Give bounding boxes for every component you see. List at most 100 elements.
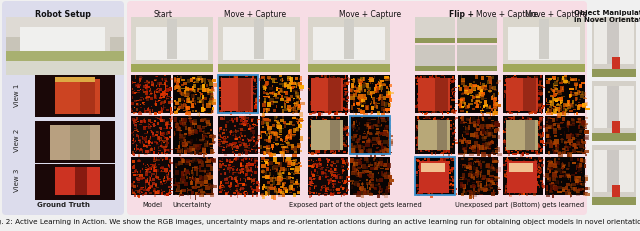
Bar	[367, 175, 372, 176]
Bar	[463, 147, 467, 152]
Bar	[465, 191, 467, 195]
Bar	[482, 175, 486, 179]
Bar	[362, 164, 366, 169]
Bar	[258, 141, 259, 142]
Bar	[479, 93, 483, 96]
Bar	[420, 151, 422, 152]
Bar	[567, 103, 569, 106]
Bar	[293, 117, 296, 118]
Bar	[154, 147, 155, 150]
Bar	[530, 130, 531, 132]
Bar	[430, 91, 432, 93]
Bar	[423, 76, 426, 79]
Bar	[578, 188, 579, 192]
Bar	[234, 159, 237, 161]
Bar	[431, 188, 433, 191]
Bar	[468, 126, 470, 130]
Bar	[319, 161, 321, 163]
Bar	[342, 161, 346, 164]
Bar	[281, 153, 285, 157]
Bar	[222, 184, 223, 186]
Bar	[309, 178, 312, 180]
Bar	[553, 94, 556, 97]
Bar	[285, 150, 287, 152]
Bar	[492, 168, 495, 171]
Bar	[488, 118, 491, 119]
Bar	[342, 78, 345, 81]
Bar	[426, 85, 427, 86]
Bar	[364, 83, 366, 85]
Bar	[269, 99, 270, 103]
Bar	[236, 181, 239, 183]
Bar	[530, 102, 533, 105]
Bar	[235, 179, 237, 182]
Bar	[380, 95, 383, 99]
Bar	[143, 86, 147, 89]
Bar	[161, 94, 164, 95]
Bar	[291, 108, 294, 109]
Bar	[368, 90, 370, 91]
Bar	[262, 185, 265, 188]
Bar	[486, 178, 490, 182]
Bar	[521, 85, 524, 88]
Bar	[163, 149, 165, 151]
Bar	[241, 90, 243, 92]
Bar	[255, 105, 257, 106]
Bar	[551, 182, 554, 185]
Bar	[251, 170, 252, 172]
Bar	[206, 161, 211, 163]
Bar	[266, 146, 269, 150]
Bar	[429, 183, 431, 186]
Bar	[437, 78, 440, 81]
Bar	[465, 91, 467, 95]
Bar	[511, 177, 514, 179]
Bar	[314, 145, 316, 148]
Bar	[333, 140, 334, 143]
Bar	[490, 113, 493, 116]
Bar	[332, 153, 335, 155]
Bar	[557, 127, 561, 131]
Bar	[534, 189, 537, 191]
Bar	[464, 178, 467, 181]
Bar	[447, 149, 450, 151]
Bar	[153, 161, 156, 162]
Bar	[151, 176, 152, 177]
Bar	[202, 99, 203, 101]
Bar	[152, 178, 155, 181]
Bar	[573, 143, 575, 147]
Bar	[454, 108, 456, 109]
Bar	[536, 153, 540, 155]
Bar	[286, 98, 290, 102]
Bar	[296, 128, 297, 132]
Bar	[452, 184, 455, 186]
Bar	[142, 102, 144, 104]
Bar	[201, 193, 204, 194]
Bar	[547, 178, 548, 180]
Bar	[320, 86, 323, 88]
Bar	[178, 128, 180, 130]
Bar	[235, 176, 238, 177]
Bar	[266, 148, 269, 149]
Bar	[228, 146, 231, 147]
Bar	[525, 193, 528, 196]
Bar	[442, 119, 443, 120]
Bar	[541, 184, 544, 187]
Bar	[318, 99, 319, 103]
Bar	[346, 98, 349, 100]
Bar	[557, 124, 560, 126]
Bar	[433, 129, 435, 132]
Bar	[493, 189, 495, 192]
Bar	[344, 170, 345, 171]
Bar	[558, 152, 561, 155]
Bar	[328, 92, 330, 95]
Bar	[386, 126, 390, 130]
Bar	[576, 121, 579, 123]
Bar	[455, 104, 458, 105]
Bar	[284, 97, 286, 98]
Bar	[253, 183, 254, 185]
Bar	[488, 164, 490, 169]
Bar	[382, 193, 385, 196]
Bar	[369, 139, 370, 141]
Bar	[138, 195, 140, 198]
Bar	[226, 159, 228, 162]
